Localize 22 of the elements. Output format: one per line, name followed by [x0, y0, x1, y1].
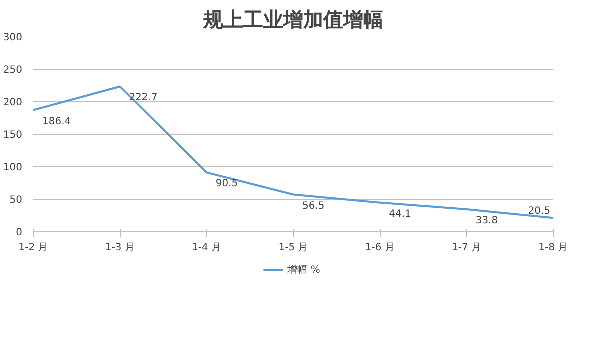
- data-label: 56.5: [302, 200, 325, 212]
- chart-title: 规上工业增加值增幅: [202, 8, 384, 32]
- data-label: 90.5: [216, 178, 238, 190]
- legend-label: 增幅 %: [288, 264, 320, 277]
- data-label: 44.1: [389, 208, 412, 220]
- y-tick-label: 50: [10, 195, 23, 206]
- y-tick-label: 300: [3, 32, 23, 44]
- x-tick-label: 1-8 月: [538, 242, 568, 254]
- y-tick-label: 150: [3, 130, 23, 141]
- x-tick-label: 1-5 月: [278, 242, 308, 254]
- x-tick-label: 1-3 月: [105, 242, 135, 254]
- data-label: 20.5: [528, 206, 550, 218]
- x-tick-label: 1-6 月: [365, 242, 395, 254]
- y-tick-label: 250: [3, 65, 23, 76]
- x-tick-label: 1-2 月: [18, 242, 48, 254]
- y-tick-label: 200: [3, 98, 23, 108]
- x-tick-label: 1-4 月: [192, 242, 222, 254]
- data-label: 186.4: [42, 116, 72, 128]
- y-tick-label: 100: [3, 162, 23, 174]
- x-tick-label: 1-7 月: [452, 242, 482, 254]
- y-tick-label: 0: [16, 228, 23, 238]
- data-label: 33.8: [476, 216, 498, 227]
